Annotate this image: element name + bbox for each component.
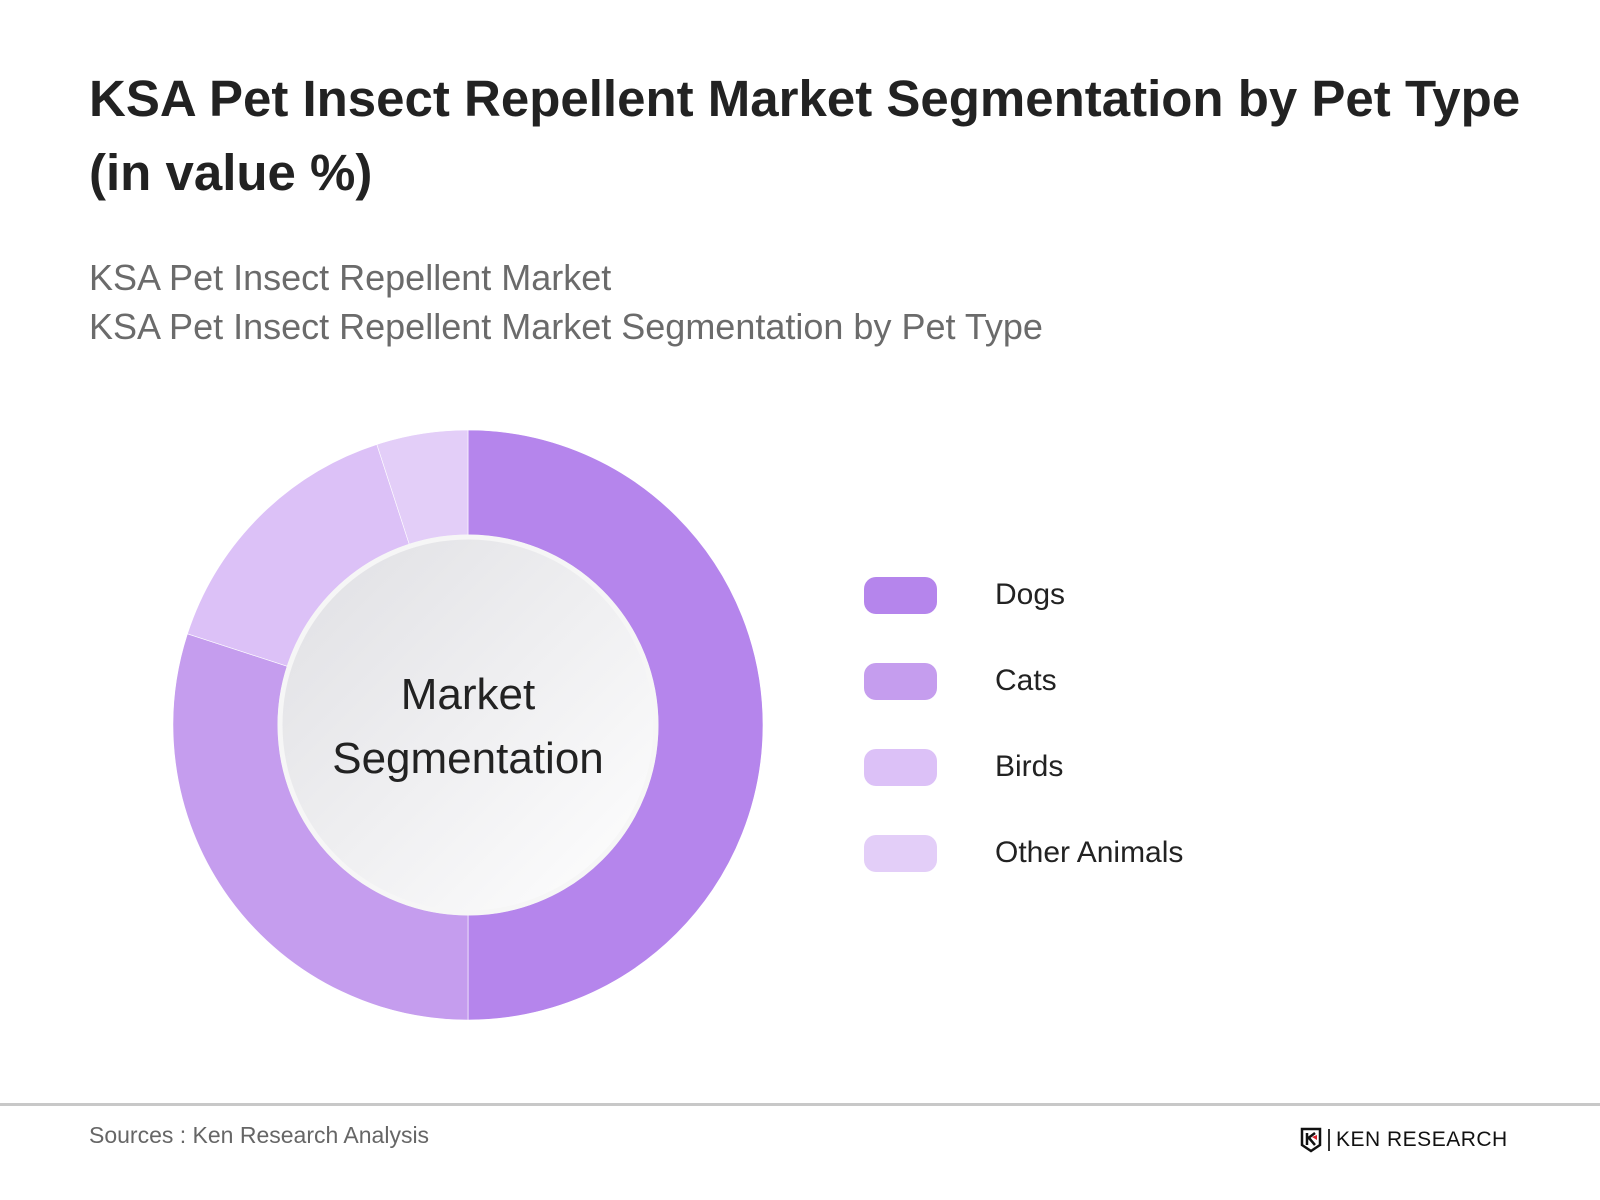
footer-divider: [0, 1103, 1600, 1106]
legend-label: Cats: [995, 664, 1057, 697]
legend-swatch: [864, 662, 937, 700]
chart-subtitle: KSA Pet Insect Repellent Market: [89, 257, 612, 298]
donut-center-label: Market Segmentation: [332, 670, 604, 783]
legend-item: Dogs: [864, 576, 1065, 614]
chart-subtitle-2: KSA Pet Insect Repellent Market Segmenta…: [89, 306, 1043, 347]
legend-swatch: [864, 834, 937, 872]
ken-research-logo: KEN RESEARCH: [1300, 1127, 1508, 1153]
legend-label: Dogs: [995, 578, 1066, 611]
donut-chart: [172, 429, 764, 1021]
legend-item: Cats: [864, 662, 1057, 700]
legend-label: Birds: [995, 750, 1064, 783]
legend-swatch: [864, 748, 937, 786]
legend-label: Other Animals: [995, 836, 1184, 869]
chart-title: KSA Pet Insect Repellent Market Segmenta…: [89, 70, 1521, 201]
donut-center: [277, 534, 659, 916]
legend-item: Birds: [864, 748, 1063, 786]
legend-item: Other Animals: [864, 834, 1183, 872]
source-note: Sources : Ken Research Analysis: [89, 1122, 430, 1148]
ken-research-logo-icon: [1300, 1127, 1322, 1153]
legend-swatch: [864, 576, 937, 614]
